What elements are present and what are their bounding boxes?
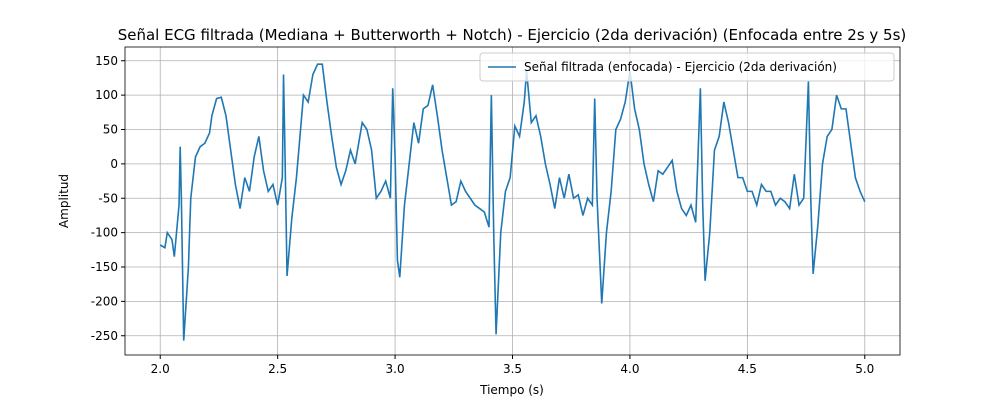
legend-box [479, 52, 895, 82]
chart-title: Señal ECG filtrada (Mediana + Butterwort… [118, 26, 907, 44]
y-axis-label: Amplitud [57, 174, 71, 228]
legend-label: Señal filtrada (enfocada) - Ejercicio (2… [524, 60, 837, 74]
x-tick-label: 2.5 [268, 362, 287, 376]
y-tick-label: -250 [91, 329, 118, 343]
y-tick-label: -50 [98, 191, 118, 205]
x-axis-label: Tiempo (s) [479, 383, 544, 397]
x-tick-label: 5.0 [855, 362, 874, 376]
y-tick-label: 0 [110, 157, 118, 171]
x-tick-label: 4.5 [738, 362, 757, 376]
y-tick-label: 50 [103, 123, 118, 137]
y-tick-label: 100 [95, 88, 118, 102]
y-tick-label: -150 [91, 260, 118, 274]
x-tick-label: 3.5 [503, 362, 522, 376]
y-tick-label: -100 [91, 226, 118, 240]
x-tick-label: 2.0 [151, 362, 170, 376]
x-tick-label: 4.0 [620, 362, 639, 376]
data-line [159, 63, 866, 341]
y-tick-label: -200 [91, 294, 118, 308]
plot-frame [124, 46, 901, 356]
y-tick-label: 150 [95, 54, 118, 68]
x-tick-label: 3.0 [386, 362, 405, 376]
